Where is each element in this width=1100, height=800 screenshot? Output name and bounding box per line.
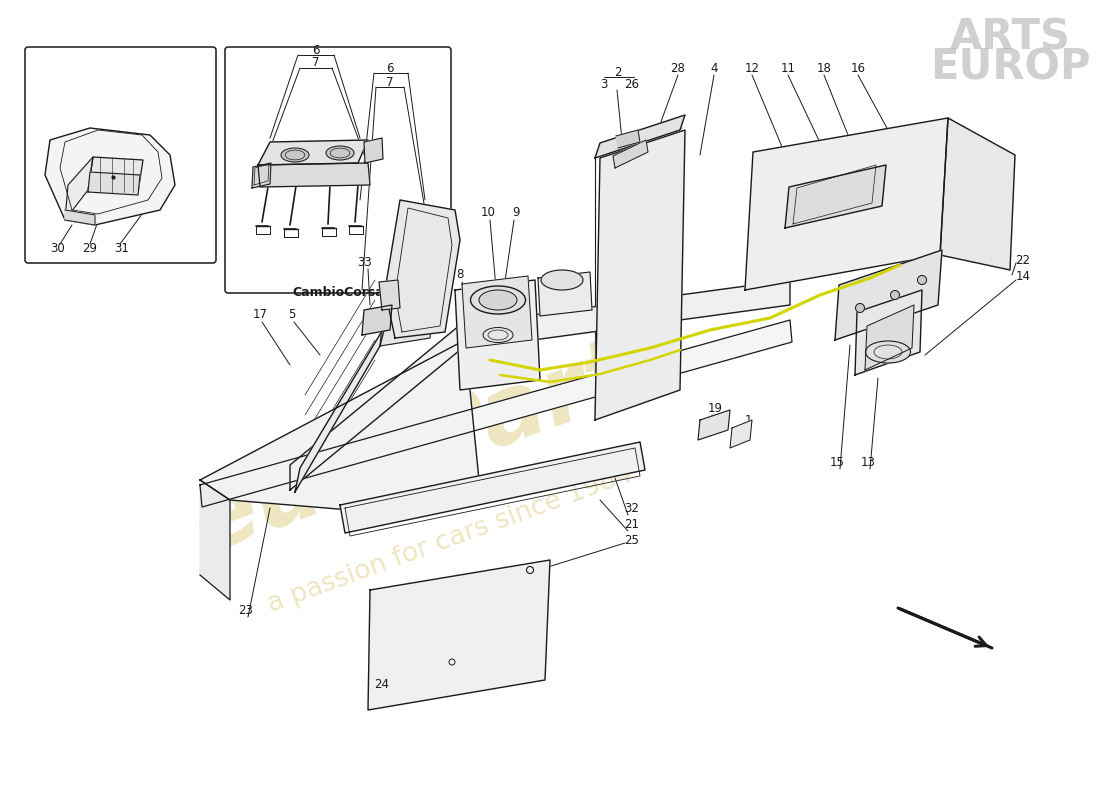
Text: 30: 30 (51, 242, 65, 254)
Polygon shape (613, 140, 648, 168)
Text: 26: 26 (625, 78, 639, 90)
Polygon shape (785, 165, 886, 228)
Polygon shape (362, 305, 392, 335)
Polygon shape (855, 290, 922, 375)
Polygon shape (65, 157, 94, 220)
Text: 10: 10 (481, 206, 495, 218)
Text: 23: 23 (239, 603, 253, 617)
Text: 3: 3 (601, 78, 607, 90)
Polygon shape (379, 280, 400, 310)
Ellipse shape (866, 341, 911, 363)
Polygon shape (65, 210, 95, 225)
FancyBboxPatch shape (226, 47, 451, 293)
Text: 29: 29 (82, 242, 98, 254)
Polygon shape (295, 326, 385, 492)
Text: 24: 24 (374, 678, 389, 691)
Text: 5: 5 (288, 309, 296, 322)
Polygon shape (88, 157, 143, 193)
Polygon shape (258, 163, 370, 187)
Polygon shape (865, 305, 914, 370)
Polygon shape (462, 276, 532, 348)
Text: a passion for cars since 1984: a passion for cars since 1984 (264, 462, 636, 618)
Polygon shape (616, 130, 640, 148)
Polygon shape (379, 318, 432, 346)
Text: CambioCorsa: CambioCorsa (293, 286, 384, 299)
Text: 7: 7 (386, 75, 394, 89)
Polygon shape (200, 320, 792, 507)
Polygon shape (385, 200, 460, 338)
Text: 31: 31 (114, 242, 130, 254)
Polygon shape (538, 272, 592, 316)
Text: 14: 14 (1015, 270, 1031, 282)
Polygon shape (595, 115, 685, 158)
FancyBboxPatch shape (25, 47, 216, 263)
Ellipse shape (541, 270, 583, 290)
Text: 15: 15 (829, 455, 845, 469)
Ellipse shape (478, 290, 517, 310)
Text: euroParts: euroParts (180, 308, 700, 572)
Text: EUROP: EUROP (930, 47, 1090, 89)
Polygon shape (698, 410, 730, 440)
Ellipse shape (280, 148, 309, 162)
Text: 8: 8 (456, 269, 464, 282)
Polygon shape (364, 138, 383, 163)
Polygon shape (290, 280, 790, 490)
Polygon shape (200, 340, 480, 510)
Text: ARTS: ARTS (949, 17, 1070, 59)
Text: 11: 11 (781, 62, 795, 74)
Polygon shape (45, 128, 175, 225)
Text: 6: 6 (312, 43, 320, 57)
Text: 20: 20 (459, 369, 473, 382)
Polygon shape (835, 250, 942, 340)
Text: 25: 25 (625, 534, 639, 546)
Text: 16: 16 (850, 62, 866, 74)
Polygon shape (340, 442, 645, 533)
Polygon shape (368, 560, 550, 710)
Text: 27: 27 (488, 369, 504, 382)
Polygon shape (940, 118, 1015, 270)
Text: 17: 17 (253, 309, 267, 322)
Text: 13: 13 (860, 455, 876, 469)
Ellipse shape (471, 286, 526, 314)
Polygon shape (595, 130, 685, 420)
Circle shape (891, 290, 900, 299)
Text: 28: 28 (671, 62, 685, 74)
Polygon shape (730, 420, 752, 448)
Polygon shape (252, 163, 271, 188)
Circle shape (856, 303, 865, 313)
Text: 19: 19 (707, 402, 723, 414)
Text: 12: 12 (745, 62, 759, 74)
Text: 33: 33 (358, 255, 373, 269)
Text: 22: 22 (1015, 254, 1031, 266)
Text: 7: 7 (312, 57, 320, 70)
Text: 9: 9 (513, 206, 519, 218)
Text: 21: 21 (625, 518, 639, 530)
Text: 32: 32 (625, 502, 639, 514)
Polygon shape (745, 118, 948, 290)
Circle shape (917, 275, 926, 285)
Text: 6: 6 (386, 62, 394, 74)
Text: 18: 18 (816, 62, 832, 74)
Text: 1: 1 (745, 414, 751, 426)
Polygon shape (258, 140, 369, 165)
Polygon shape (455, 280, 540, 390)
Polygon shape (200, 480, 230, 600)
Polygon shape (88, 172, 140, 195)
Text: 4: 4 (711, 62, 717, 74)
Ellipse shape (326, 146, 354, 160)
Text: 2: 2 (614, 66, 622, 78)
